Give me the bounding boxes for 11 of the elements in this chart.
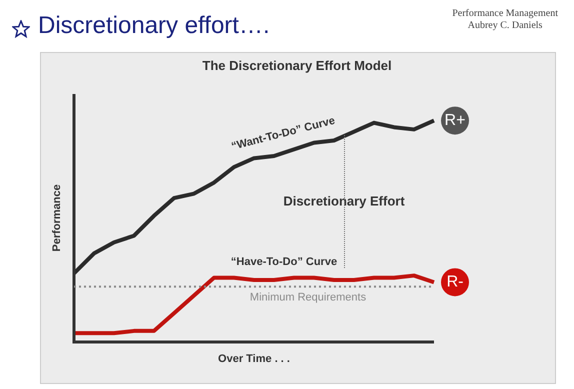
chart-title: Discretionary effort….: [38, 12, 270, 40]
y-axis-title: Performance: [51, 184, 63, 252]
text: Performance Management: [452, 8, 558, 20]
text: R+: [444, 112, 466, 129]
text: R-: [446, 274, 464, 291]
series-label: “Have-To-Do” Curve: [230, 256, 338, 268]
annotation: Discretionary Effort: [283, 193, 406, 208]
x-axis-title: Over Time . . .: [218, 353, 290, 365]
ref-line-label: Minimum Requirements: [250, 292, 367, 304]
text: Aubrey C. Daniels: [466, 20, 544, 32]
chart-subtitle: The Discretionary Effort Model: [201, 58, 393, 73]
